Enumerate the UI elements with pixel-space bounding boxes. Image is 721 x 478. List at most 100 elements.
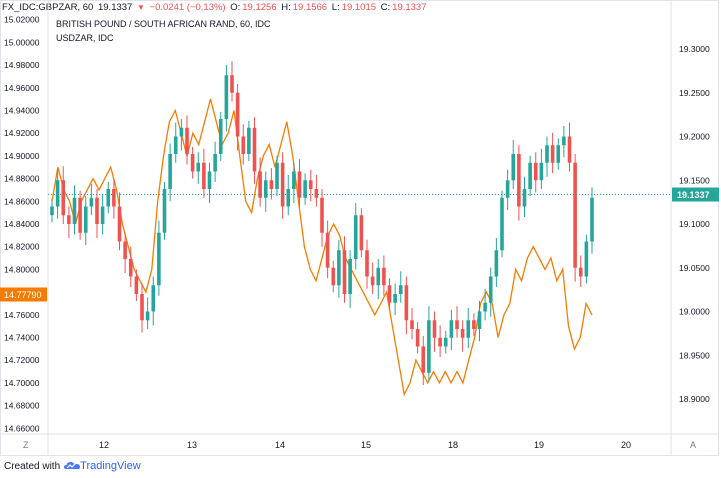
candle-body bbox=[50, 206, 54, 216]
candle-body bbox=[466, 320, 471, 338]
candle-body bbox=[573, 162, 577, 268]
candle-body bbox=[325, 232, 330, 268]
time-axis-tick: 19 bbox=[534, 440, 544, 450]
candle-body bbox=[533, 162, 538, 181]
candle-body bbox=[185, 127, 189, 154]
right-axis-tick: 19.2500 bbox=[679, 88, 710, 98]
candle-body bbox=[415, 329, 420, 347]
candle-body bbox=[269, 180, 274, 189]
tradingview-logo[interactable]: TradingView bbox=[64, 460, 141, 472]
candle-body bbox=[590, 197, 594, 242]
candle-body bbox=[303, 180, 307, 198]
candle-body bbox=[83, 206, 88, 233]
candle-body bbox=[286, 189, 291, 207]
candle-body bbox=[567, 136, 572, 163]
candle-body bbox=[202, 162, 206, 189]
candle-body bbox=[314, 189, 319, 198]
candle-body bbox=[477, 311, 482, 329]
candle-body bbox=[443, 337, 448, 347]
left-axis-tick: 14.98000 bbox=[4, 60, 40, 70]
footer: Created with TradingView bbox=[4, 460, 141, 472]
left-axis-tick: 14.74000 bbox=[4, 333, 40, 343]
left-price-label-bg bbox=[0, 287, 47, 302]
right-axis-tick: 19.0000 bbox=[679, 307, 710, 317]
candle-body bbox=[511, 154, 516, 181]
axes-group: 15.02000 15.00000 14.98000 14.96000 14.94000… bbox=[0, 0, 719, 456]
candle-body bbox=[292, 171, 296, 189]
low-label: L: bbox=[331, 2, 340, 13]
auto-scale-button[interactable]: A bbox=[690, 440, 697, 450]
candle-body bbox=[382, 267, 386, 286]
candle-body bbox=[320, 197, 324, 233]
candle-body bbox=[387, 285, 392, 303]
candle-body bbox=[151, 285, 156, 312]
candle-body bbox=[353, 215, 358, 259]
compare-series-legend[interactable]: USDZAR, IDC bbox=[56, 33, 114, 43]
candle-body bbox=[179, 127, 184, 137]
right-price-label: 19.1337 bbox=[677, 190, 710, 200]
close-label: C: bbox=[380, 2, 391, 13]
candle-body bbox=[145, 311, 150, 321]
candle-body bbox=[550, 145, 555, 163]
candle-body bbox=[578, 267, 583, 277]
candle-body bbox=[247, 127, 251, 154]
candle-body bbox=[218, 119, 223, 154]
high-label: H: bbox=[281, 2, 291, 13]
candle-body bbox=[449, 320, 454, 338]
candle-body bbox=[342, 250, 347, 294]
time-axis-tick: 14 bbox=[275, 440, 285, 450]
candle-body bbox=[494, 250, 499, 277]
high-value: 19.1566 bbox=[292, 2, 328, 13]
cloud-icon bbox=[64, 462, 81, 469]
candle-body bbox=[410, 320, 414, 329]
candle-body bbox=[584, 241, 589, 277]
candle-body bbox=[207, 171, 212, 189]
candle-body bbox=[275, 162, 279, 189]
candle-body bbox=[556, 145, 561, 163]
left-axis-tick: 14.86000 bbox=[4, 196, 40, 206]
time-axis-tick: 20 bbox=[621, 440, 631, 450]
candle-body bbox=[393, 294, 397, 303]
candle-body bbox=[112, 189, 116, 207]
time-axis-left-button[interactable]: Z bbox=[23, 440, 29, 450]
candle-body bbox=[297, 171, 302, 198]
time-axis-tick: 18 bbox=[448, 440, 458, 450]
candle-body bbox=[89, 197, 94, 207]
candle-body bbox=[359, 215, 364, 251]
left-axis-tick: 14.76000 bbox=[4, 310, 40, 320]
down-arrow-icon: ▼ bbox=[136, 3, 145, 12]
candle-body bbox=[263, 180, 268, 198]
right-axis-tick: 18.9000 bbox=[679, 394, 710, 404]
left-price-label: 14.77790 bbox=[4, 290, 42, 300]
candle-body bbox=[472, 320, 476, 329]
candle-body bbox=[78, 197, 82, 233]
candle-body bbox=[162, 189, 167, 233]
candle-body bbox=[348, 259, 352, 294]
left-axis-tick: 14.68000 bbox=[4, 401, 40, 411]
candle-body bbox=[438, 337, 442, 347]
candle-body bbox=[545, 145, 549, 163]
candle-body bbox=[404, 285, 409, 321]
candle-body bbox=[235, 92, 240, 137]
candle-body bbox=[128, 259, 133, 277]
main-series-legend[interactable]: BRITISH POUND / SOUTH AFRICAN RAND, 60, … bbox=[56, 19, 271, 29]
candle-body bbox=[539, 162, 544, 181]
chart-frame bbox=[0, 0, 719, 456]
candle-body bbox=[376, 267, 381, 286]
candle-body bbox=[331, 267, 336, 286]
candle-body bbox=[190, 154, 195, 172]
candle-body bbox=[528, 162, 532, 189]
price-change: −0.0241 (−0.13%) bbox=[149, 2, 226, 13]
candle-body bbox=[483, 302, 487, 312]
candle-body bbox=[517, 154, 521, 207]
time-axis-tick: 12 bbox=[99, 440, 109, 450]
candle-body bbox=[370, 276, 375, 286]
left-axis-tick: 14.90000 bbox=[4, 151, 40, 161]
left-axis-tick: 14.70000 bbox=[4, 378, 40, 388]
candle-body bbox=[117, 206, 122, 242]
right-axis-tick: 19.0500 bbox=[679, 263, 710, 273]
candle-body bbox=[224, 75, 229, 119]
left-axis-tick: 14.84000 bbox=[4, 219, 40, 229]
created-with-text: Created with bbox=[4, 460, 61, 472]
